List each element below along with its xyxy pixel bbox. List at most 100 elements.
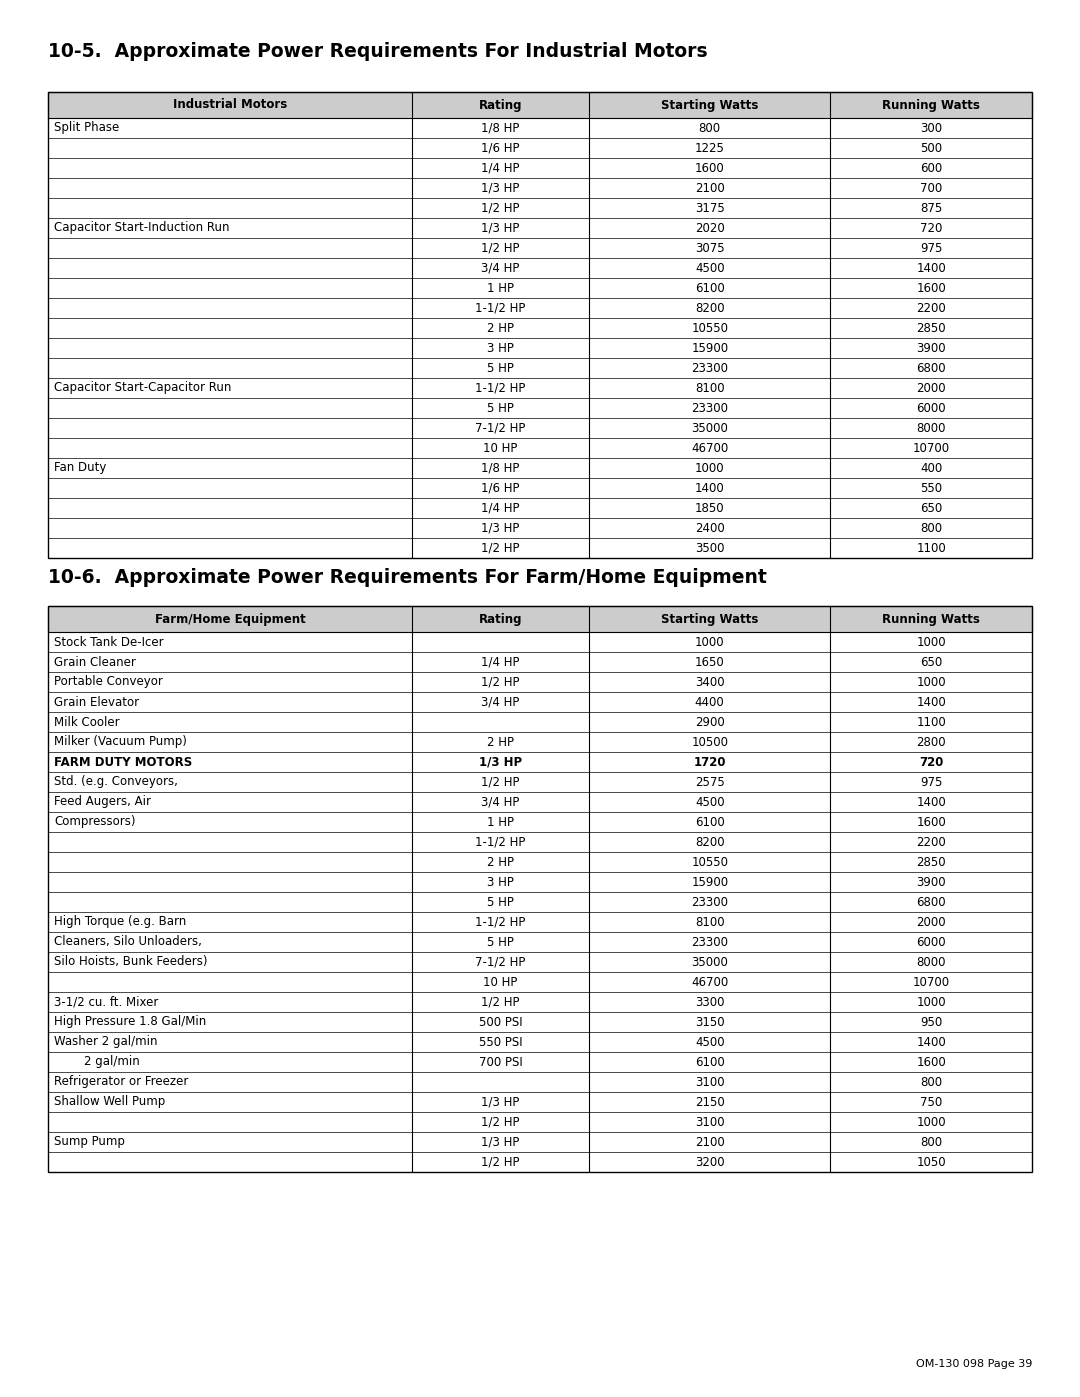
Text: 1600: 1600 — [916, 1056, 946, 1069]
Text: 10-6.  Approximate Power Requirements For Farm/Home Equipment: 10-6. Approximate Power Requirements For… — [48, 569, 767, 587]
Text: Sump Pump: Sump Pump — [54, 1136, 125, 1148]
Text: 1000: 1000 — [916, 1115, 946, 1129]
Text: 2100: 2100 — [694, 1136, 725, 1148]
Text: 7-1/2 HP: 7-1/2 HP — [475, 956, 526, 968]
Bar — [48, 1112, 1032, 1132]
Text: 8100: 8100 — [694, 915, 725, 929]
Text: 3150: 3150 — [694, 1016, 725, 1028]
Text: Capacitor Start-Capacitor Run: Capacitor Start-Capacitor Run — [54, 381, 231, 394]
Text: 1/4 HP: 1/4 HP — [482, 655, 519, 669]
Bar — [48, 932, 1032, 951]
Text: 4500: 4500 — [694, 261, 725, 274]
Text: Capacitor Start-Induction Run: Capacitor Start-Induction Run — [54, 222, 229, 235]
Bar — [48, 692, 1032, 712]
Bar — [48, 672, 1032, 692]
Text: 2800: 2800 — [916, 735, 946, 749]
Text: 720: 720 — [919, 756, 943, 768]
Text: 8200: 8200 — [694, 302, 725, 314]
Text: 750: 750 — [920, 1095, 942, 1108]
Bar — [48, 812, 1032, 833]
Text: 720: 720 — [920, 222, 943, 235]
Text: 5 HP: 5 HP — [487, 362, 514, 374]
Text: 23300: 23300 — [691, 401, 728, 415]
Text: Grain Elevator: Grain Elevator — [54, 696, 139, 708]
Text: 1600: 1600 — [916, 282, 946, 295]
Bar — [48, 792, 1032, 812]
Text: 1000: 1000 — [916, 996, 946, 1009]
Text: 8000: 8000 — [917, 422, 946, 434]
Text: 1-1/2 HP: 1-1/2 HP — [475, 302, 526, 314]
Text: 650: 650 — [920, 655, 942, 669]
Text: 3/4 HP: 3/4 HP — [482, 261, 519, 274]
Text: 2900: 2900 — [694, 715, 725, 728]
Bar — [48, 198, 1032, 218]
Text: 1400: 1400 — [916, 696, 946, 708]
Text: 1/8 HP: 1/8 HP — [482, 461, 519, 475]
Text: 1 HP: 1 HP — [487, 282, 514, 295]
Bar — [48, 1032, 1032, 1052]
Bar — [48, 298, 1032, 319]
Text: 650: 650 — [920, 502, 942, 514]
Text: 10700: 10700 — [913, 441, 949, 454]
Text: 1850: 1850 — [694, 502, 725, 514]
Bar — [48, 912, 1032, 932]
Text: 1/3 HP: 1/3 HP — [480, 756, 523, 768]
Text: 3/4 HP: 3/4 HP — [482, 696, 519, 708]
Text: 975: 975 — [920, 775, 943, 788]
Bar — [48, 992, 1032, 1011]
Text: Washer 2 gal/min: Washer 2 gal/min — [54, 1035, 158, 1049]
Bar — [48, 92, 1032, 117]
Text: 700 PSI: 700 PSI — [478, 1056, 523, 1069]
Bar — [48, 258, 1032, 278]
Text: 2 gal/min: 2 gal/min — [54, 1056, 139, 1069]
Text: 35000: 35000 — [691, 956, 728, 968]
Text: Fan Duty: Fan Duty — [54, 461, 106, 475]
Text: 2850: 2850 — [916, 321, 946, 334]
Bar — [48, 606, 1032, 1172]
Text: 400: 400 — [920, 461, 942, 475]
Bar — [48, 951, 1032, 972]
Text: 3400: 3400 — [694, 676, 725, 689]
Text: 10 HP: 10 HP — [484, 441, 517, 454]
Bar — [48, 138, 1032, 158]
Text: 1/3 HP: 1/3 HP — [482, 521, 519, 535]
Text: 2575: 2575 — [694, 775, 725, 788]
Text: 2400: 2400 — [694, 521, 725, 535]
Bar — [48, 379, 1032, 398]
Text: 3/4 HP: 3/4 HP — [482, 795, 519, 809]
Text: 15900: 15900 — [691, 876, 728, 888]
Text: 1600: 1600 — [916, 816, 946, 828]
Text: 10550: 10550 — [691, 855, 728, 869]
Text: 1/2 HP: 1/2 HP — [482, 775, 519, 788]
Text: 10 HP: 10 HP — [484, 975, 517, 989]
Text: 1-1/2 HP: 1-1/2 HP — [475, 381, 526, 394]
Text: 7-1/2 HP: 7-1/2 HP — [475, 422, 526, 434]
Text: Starting Watts: Starting Watts — [661, 612, 758, 626]
Bar — [48, 1052, 1032, 1071]
Text: Split Phase: Split Phase — [54, 122, 119, 134]
Text: Stock Tank De-Icer: Stock Tank De-Icer — [54, 636, 164, 648]
Text: 2200: 2200 — [916, 835, 946, 848]
Bar — [48, 497, 1032, 518]
Text: 1/3 HP: 1/3 HP — [482, 222, 519, 235]
Text: 1-1/2 HP: 1-1/2 HP — [475, 835, 526, 848]
Text: 23300: 23300 — [691, 362, 728, 374]
Text: 550 PSI: 550 PSI — [478, 1035, 523, 1049]
Text: 2000: 2000 — [916, 381, 946, 394]
Text: 2 HP: 2 HP — [487, 735, 514, 749]
Text: 700: 700 — [920, 182, 942, 194]
Text: 800: 800 — [920, 1076, 942, 1088]
Bar — [48, 1011, 1032, 1032]
Bar — [48, 117, 1032, 138]
Bar — [48, 177, 1032, 198]
Text: 6100: 6100 — [694, 282, 725, 295]
Text: 1/2 HP: 1/2 HP — [482, 676, 519, 689]
Text: 46700: 46700 — [691, 975, 728, 989]
Text: Milk Cooler: Milk Cooler — [54, 715, 120, 728]
Text: 1/3 HP: 1/3 HP — [482, 1095, 519, 1108]
Text: Feed Augers, Air: Feed Augers, Air — [54, 795, 151, 809]
Bar — [48, 872, 1032, 893]
Text: 15900: 15900 — [691, 341, 728, 355]
Bar — [48, 92, 1032, 557]
Text: 8000: 8000 — [917, 956, 946, 968]
